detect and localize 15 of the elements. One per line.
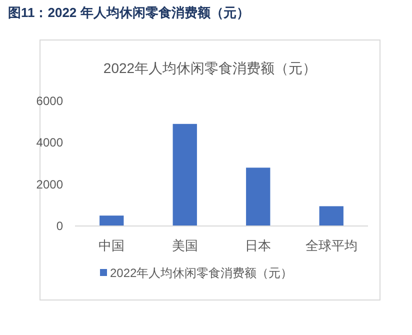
chart-subtitle: 2022年人均休闲零食消费额（元）	[103, 60, 317, 76]
bar	[100, 216, 124, 226]
x-tick-label: 中国	[98, 238, 125, 253]
bar	[172, 124, 197, 226]
x-tick-label: 日本	[245, 238, 272, 253]
y-tick-label: 2000	[36, 177, 64, 192]
x-tick-label: 美国	[172, 238, 198, 253]
y-tick-label: 0	[56, 219, 64, 233]
bar	[319, 206, 344, 226]
y-tick-label: 4000	[36, 136, 64, 150]
x-tick-label: 全球平均	[305, 238, 358, 253]
bar	[246, 168, 270, 226]
legend-label: 2022年人均休闲零食消费额（元）	[110, 266, 293, 280]
chart-title: 图11：2022 年人均休闲零食消费额（元）	[8, 5, 250, 20]
y-tick-label: 6000	[36, 94, 64, 108]
